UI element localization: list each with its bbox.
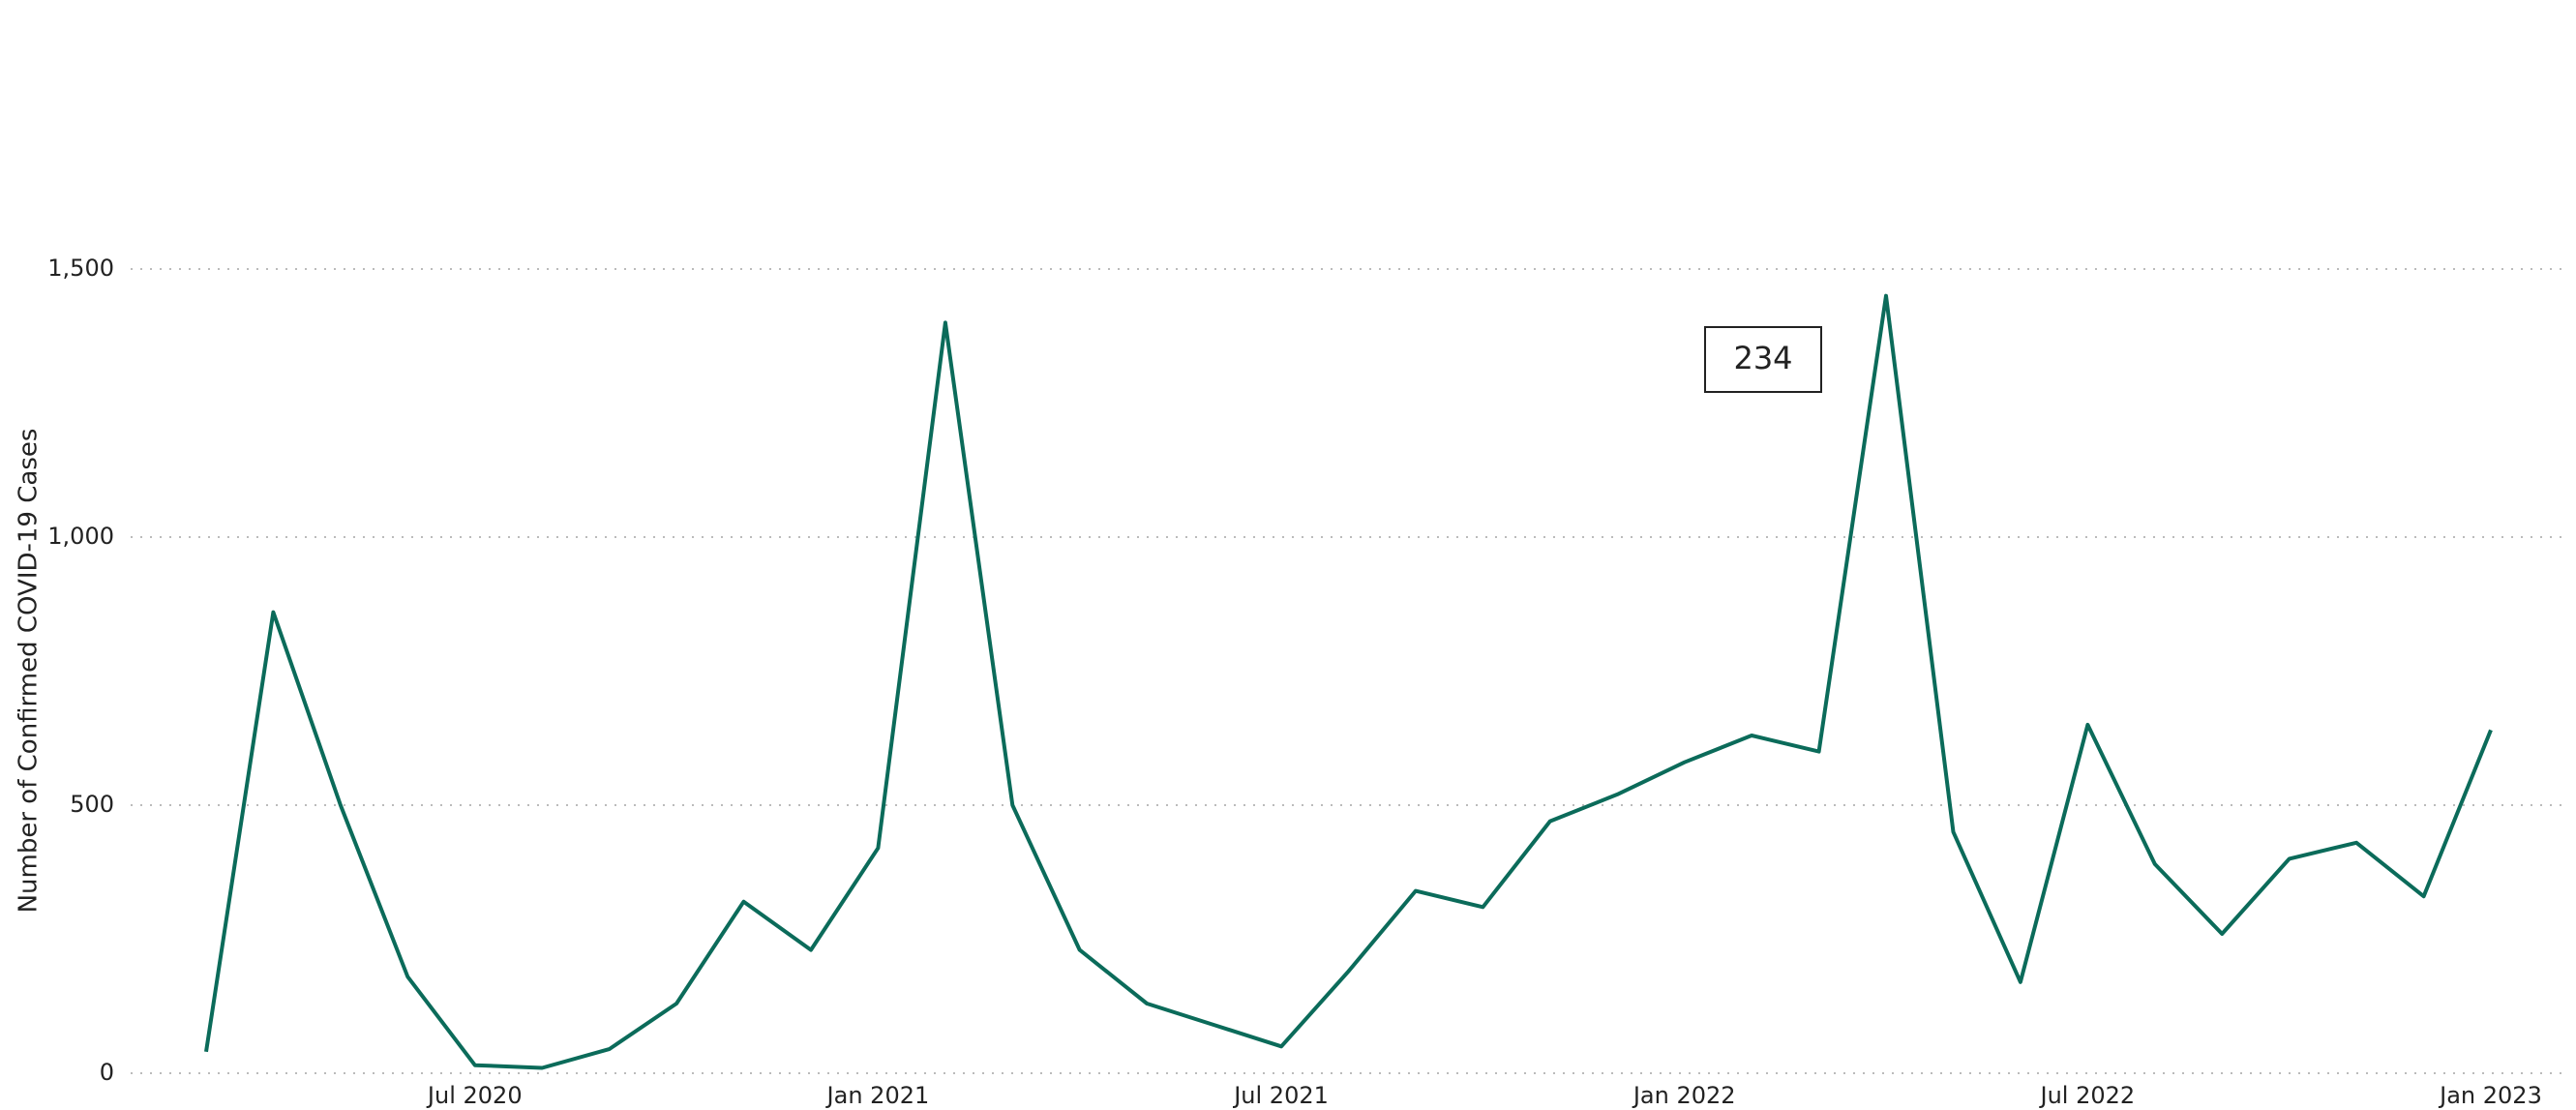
y-tick-label: 1,000 xyxy=(47,523,114,550)
annotation-box xyxy=(1704,326,1822,393)
x-tick-label: Jan 2023 xyxy=(2438,1082,2542,1109)
y-tick-label: 0 xyxy=(100,1059,114,1086)
y-tick-label: 500 xyxy=(70,791,114,818)
x-tick-label: Jan 2021 xyxy=(825,1082,930,1109)
series-line xyxy=(204,293,2493,1070)
x-tick-label: Jul 2022 xyxy=(2039,1082,2136,1109)
annotation: 234 xyxy=(1733,340,1792,376)
y-axis-title: Number of Confirmed COVID-19 Cases xyxy=(15,429,44,914)
x-tick-label: Jul 2021 xyxy=(1232,1082,1329,1109)
x-tick-label: Jul 2020 xyxy=(426,1082,523,1109)
x-tick-label: Jan 2022 xyxy=(1632,1082,1736,1109)
y-tick-label: 1,500 xyxy=(47,255,114,282)
